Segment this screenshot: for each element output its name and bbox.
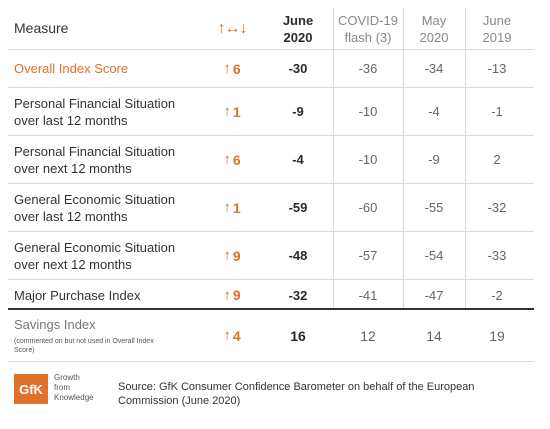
value-june-2019: 2 bbox=[493, 152, 501, 167]
value-may-2020: -9 bbox=[428, 152, 440, 167]
value-covid-flash: -57 bbox=[358, 248, 378, 263]
value-june-2020: -59 bbox=[288, 200, 308, 215]
change-value: ↑ 9 bbox=[223, 286, 241, 304]
value-june-2019: -33 bbox=[487, 248, 507, 263]
header-june-2019: June 2019 bbox=[482, 12, 512, 45]
value-june-2020: -9 bbox=[292, 104, 304, 119]
change-value: ↑ 6 bbox=[223, 60, 241, 77]
value-covid-flash: -10 bbox=[358, 152, 378, 167]
value-june-2019: -1 bbox=[491, 104, 503, 119]
value-covid-flash: -36 bbox=[358, 61, 378, 76]
value-june-2020: -32 bbox=[288, 287, 308, 303]
value-covid-flash: -10 bbox=[358, 104, 378, 119]
value-june-2020: -30 bbox=[288, 61, 308, 76]
value-june-2019: 19 bbox=[489, 327, 505, 344]
column-separator bbox=[333, 8, 334, 308]
measure-label: Overall Index Score bbox=[14, 61, 129, 76]
header-covid-flash: COVID-19 flash (3) bbox=[338, 12, 398, 45]
arrow-up-icon: ↑ bbox=[223, 60, 231, 77]
measure-label: General Economic Situation over last 12 m… bbox=[14, 191, 176, 224]
header-measure: Measure bbox=[14, 20, 69, 36]
value-covid-flash: 12 bbox=[360, 327, 376, 344]
value-may-2020: -34 bbox=[424, 61, 444, 76]
logo-tagline: Growth from Knowledge bbox=[54, 373, 94, 402]
arrow-up-icon: ↑ bbox=[223, 247, 231, 264]
table-row: Overall Index Score ↑ 6 -30 -36 -34 -13 bbox=[8, 50, 534, 88]
table-row: General Economic Situation over last 12 m… bbox=[8, 184, 534, 232]
table-row-savings: Savings Index (commented on but not used… bbox=[8, 310, 534, 362]
value-june-2019: -32 bbox=[487, 200, 507, 215]
savings-note: (commented on but not used in Overall In… bbox=[14, 338, 154, 354]
column-separator bbox=[465, 8, 466, 308]
value-may-2020: -4 bbox=[428, 104, 440, 119]
value-june-2019: -13 bbox=[487, 61, 507, 76]
table-row: Personal Financial Situation over next 12… bbox=[8, 136, 534, 184]
value-june-2020: -4 bbox=[292, 152, 304, 167]
change-value: ↑ 6 bbox=[223, 151, 241, 168]
measure-label: Personal Financial Situation over last 12… bbox=[14, 95, 176, 128]
section-divider bbox=[8, 308, 534, 310]
value-may-2020: -47 bbox=[424, 287, 444, 303]
value-june-2020: -48 bbox=[288, 248, 308, 263]
value-may-2020: -54 bbox=[424, 248, 444, 263]
value-covid-flash: -60 bbox=[358, 200, 378, 215]
table-row: Major Purchase Index ↑ 9 -32 -41 -47 -2 bbox=[8, 280, 534, 310]
table-row: General Economic Situation over next 12 m… bbox=[8, 232, 534, 280]
value-june-2019: -2 bbox=[491, 287, 503, 303]
change-value: ↑ 4 bbox=[223, 327, 241, 344]
change-value: ↑ 1 bbox=[223, 103, 241, 120]
footer: GfK Growth from Knowledge Source: GfK Co… bbox=[14, 370, 534, 420]
measure-label: General Economic Situation over next 12 m… bbox=[14, 239, 176, 272]
source-note: Source: GfK Consumer Confidence Baromete… bbox=[118, 381, 475, 407]
header-may-2020: May 2020 bbox=[419, 12, 449, 45]
arrow-up-icon: ↑ bbox=[223, 199, 231, 216]
arrow-up-icon: ↑ bbox=[223, 286, 231, 304]
change-value: ↑ 9 bbox=[223, 247, 241, 264]
arrow-up-icon: ↑ bbox=[223, 327, 231, 344]
measure-label: Savings Index (commented on but not used… bbox=[14, 317, 154, 354]
change-direction-icon: ↑↔↓ bbox=[217, 19, 248, 37]
change-value: ↑ 1 bbox=[223, 199, 241, 216]
table-header: Measure ↑↔↓ June 2020 COVID-19 flash (3) M… bbox=[8, 8, 534, 50]
table-row: Personal Financial Situation over last 12… bbox=[8, 88, 534, 136]
gfk-logo: GfK bbox=[14, 374, 48, 404]
measure-label: Personal Financial Situation over next 12… bbox=[14, 143, 176, 176]
header-june-2020: June 2020 bbox=[282, 12, 314, 45]
arrow-up-icon: ↑ bbox=[223, 151, 231, 168]
column-separator bbox=[403, 8, 404, 308]
measure-label: Major Purchase Index bbox=[14, 287, 141, 303]
value-may-2020: 14 bbox=[426, 327, 442, 344]
arrow-up-icon: ↑ bbox=[223, 103, 231, 120]
value-may-2020: -55 bbox=[424, 200, 444, 215]
value-covid-flash: -41 bbox=[358, 287, 378, 303]
value-june-2020: 16 bbox=[290, 327, 306, 344]
